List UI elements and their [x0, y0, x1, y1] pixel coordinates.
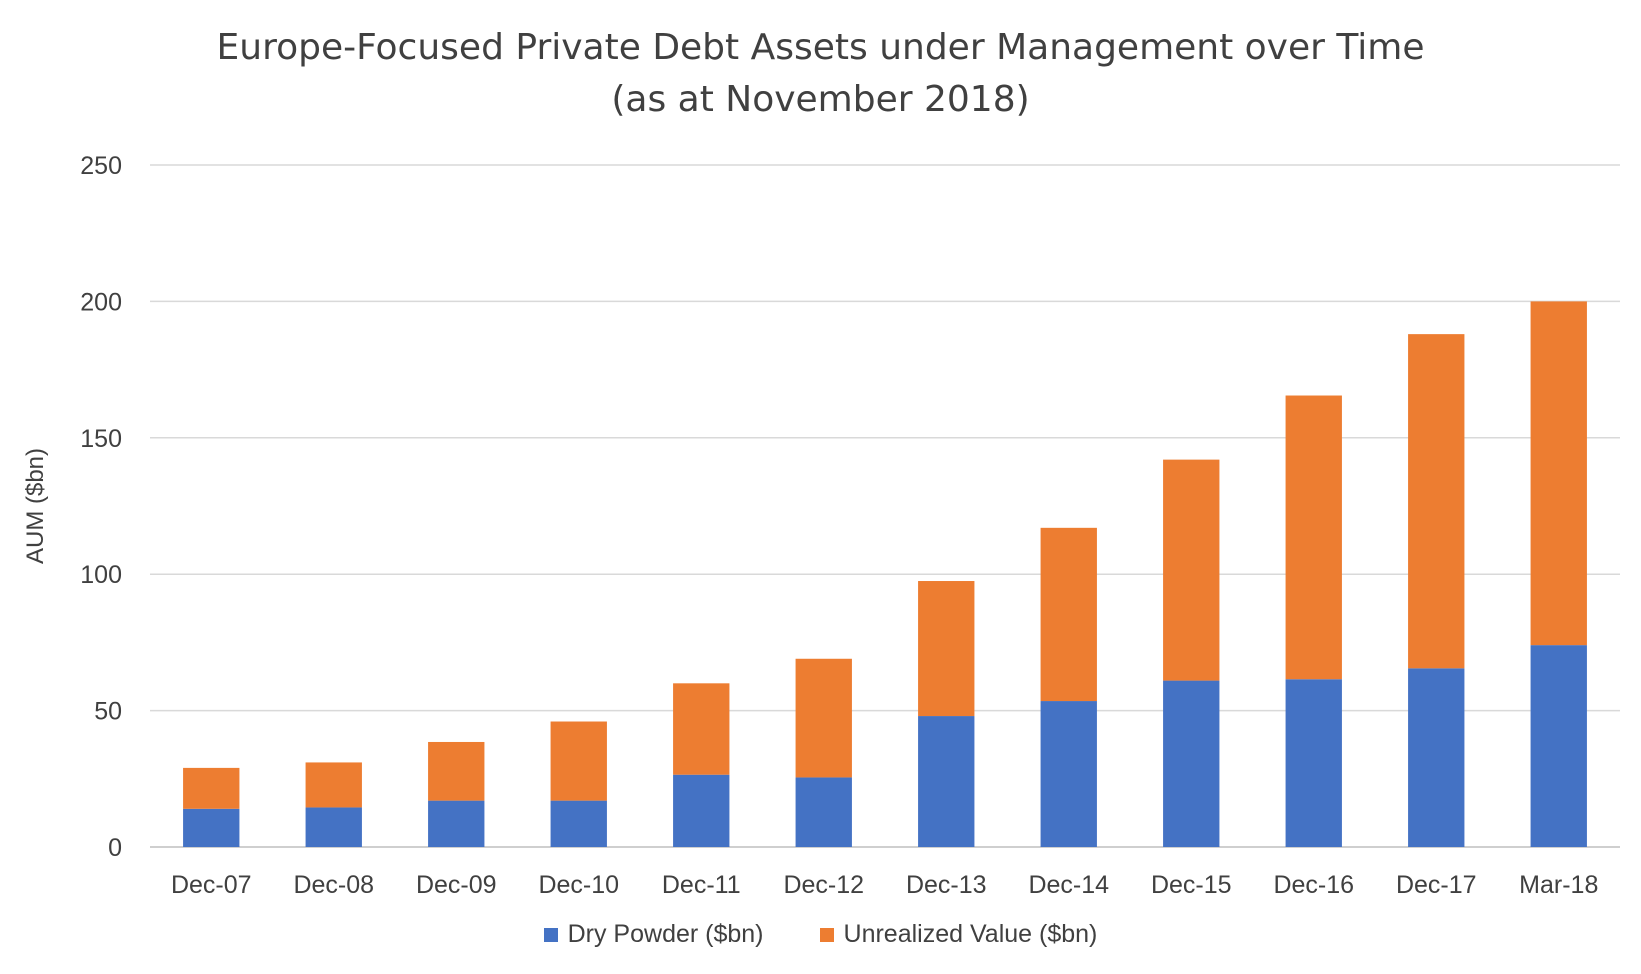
bar-dry-powder: [428, 800, 485, 847]
bar-unrealized-value: [305, 762, 362, 808]
chart-legend: Dry Powder ($bn) Unrealized Value ($bn): [0, 920, 1641, 949]
x-tick-label: Dec-10: [538, 871, 619, 899]
bar-dry-powder: [550, 800, 607, 847]
x-tick-label: Dec-16: [1273, 871, 1354, 899]
bar-unrealized-value: [428, 741, 485, 801]
x-tick-label: Dec-14: [1028, 871, 1109, 899]
chart-title: Europe-Focused Private Debt Assets under…: [216, 27, 1425, 68]
bar-dry-powder: [918, 716, 975, 847]
bar-unrealized-value: [550, 721, 607, 801]
bar-dry-powder: [1285, 679, 1342, 847]
y-tick-label: 250: [80, 152, 122, 180]
chart-title-block: Europe-Focused Private Debt Assets under…: [0, 22, 1641, 126]
y-tick-label: 200: [80, 288, 122, 316]
bar-unrealized-value: [795, 658, 852, 778]
x-tick-label: Dec-09: [416, 871, 497, 899]
legend-item-dry-powder: Dry Powder ($bn): [543, 920, 764, 949]
bar-dry-powder: [183, 808, 240, 847]
x-tick-label: Dec-15: [1151, 871, 1232, 899]
x-tick-label: Dec-13: [906, 871, 987, 899]
bar-unrealized-value: [1408, 334, 1465, 669]
bar-dry-powder: [305, 807, 362, 847]
bar-dry-powder: [1530, 645, 1587, 847]
bar-unrealized-value: [1530, 301, 1587, 646]
bar-dry-powder: [673, 774, 730, 847]
x-tick-label: Mar-18: [1519, 871, 1598, 899]
bar-unrealized-value: [1163, 459, 1220, 681]
bar-dry-powder: [1163, 680, 1220, 847]
bar-unrealized-value: [183, 767, 240, 809]
x-tick-label: Dec-11: [662, 871, 741, 899]
bar-dry-powder: [795, 777, 852, 847]
bar-dry-powder: [1040, 701, 1097, 847]
bar-unrealized-value: [1040, 527, 1097, 702]
bar-unrealized-value: [918, 581, 975, 717]
bar-unrealized-value: [673, 683, 730, 775]
x-tick-label: Dec-12: [783, 871, 864, 899]
chart-subtitle: (as at November 2018): [611, 79, 1030, 120]
bar-dry-powder: [1408, 668, 1465, 847]
x-tick-label: Dec-08: [293, 871, 374, 899]
legend-swatch-unrealized-value: [819, 927, 834, 942]
legend-item-unrealized-value: Unrealized Value ($bn): [819, 920, 1098, 949]
legend-label-unrealized-value: Unrealized Value ($bn): [843, 920, 1098, 948]
y-tick-label: 50: [94, 698, 122, 726]
legend-label-dry-powder: Dry Powder ($bn): [567, 920, 764, 948]
y-tick-label: 150: [80, 425, 122, 453]
x-tick-label: Dec-17: [1396, 871, 1477, 899]
legend-swatch-dry-powder: [543, 927, 558, 942]
y-tick-label: 100: [80, 561, 122, 589]
bar-unrealized-value: [1285, 395, 1342, 680]
x-tick-label: Dec-07: [171, 871, 252, 899]
y-tick-label: 0: [108, 834, 122, 862]
